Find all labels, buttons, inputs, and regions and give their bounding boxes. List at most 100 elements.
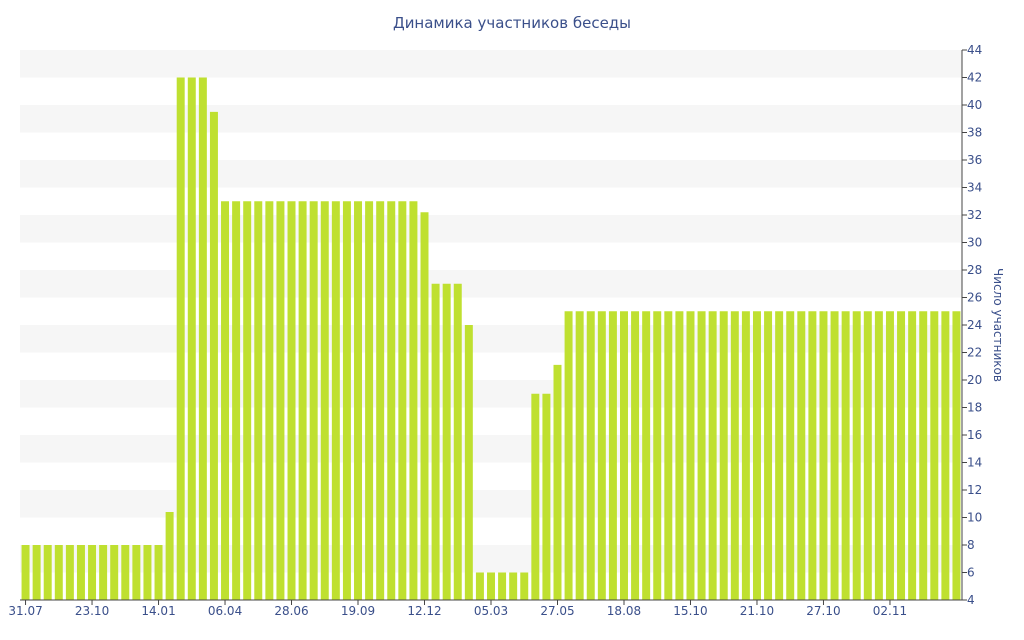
bar[interactable]: [586, 311, 595, 600]
bar[interactable]: [841, 311, 850, 600]
bar[interactable]: [908, 311, 917, 600]
bar[interactable]: [464, 325, 473, 600]
bar[interactable]: [320, 201, 329, 600]
bar[interactable]: [487, 572, 495, 601]
bar[interactable]: [387, 201, 396, 600]
bar[interactable]: [376, 201, 385, 600]
bar[interactable]: [741, 311, 750, 600]
bar[interactable]: [209, 111, 218, 600]
x-tick-label: 15.10: [673, 604, 707, 618]
bar[interactable]: [808, 311, 817, 600]
bar[interactable]: [121, 545, 130, 600]
bar[interactable]: [342, 201, 351, 600]
x-tick-label: 02.11: [873, 604, 907, 618]
bar[interactable]: [686, 311, 695, 600]
grid-band: [20, 270, 962, 298]
bar[interactable]: [719, 311, 728, 600]
bar[interactable]: [786, 311, 795, 600]
bar[interactable]: [897, 311, 906, 600]
bar[interactable]: [409, 201, 418, 600]
bar[interactable]: [187, 77, 196, 601]
bar[interactable]: [198, 77, 207, 601]
bar[interactable]: [874, 311, 883, 600]
bar[interactable]: [176, 77, 185, 601]
bar[interactable]: [564, 311, 573, 600]
y-tick-label: 36: [967, 153, 982, 167]
bar[interactable]: [631, 311, 640, 600]
bar[interactable]: [930, 311, 939, 600]
grid-band: [20, 50, 962, 78]
bar[interactable]: [88, 545, 97, 600]
bar[interactable]: [863, 311, 872, 600]
bar[interactable]: [165, 512, 174, 600]
bar[interactable]: [764, 311, 773, 600]
bar[interactable]: [675, 311, 684, 600]
bar[interactable]: [520, 572, 529, 601]
grid-band: [20, 215, 962, 243]
bar[interactable]: [775, 311, 784, 600]
bar[interactable]: [752, 311, 761, 600]
grid-band: [20, 105, 962, 133]
bar[interactable]: [475, 572, 484, 601]
y-ticks: 4 6 8 10 12 14 16 18 20 22 24 26 28 30 32 34 36 38 40 42 44: [962, 43, 982, 607]
bar[interactable]: [76, 545, 85, 600]
bar[interactable]: [143, 545, 152, 600]
bar[interactable]: [398, 201, 407, 600]
bar[interactable]: [819, 311, 828, 600]
bar[interactable]: [597, 311, 606, 600]
bar[interactable]: [420, 212, 429, 600]
bar[interactable]: [553, 364, 562, 600]
grid-band: [20, 160, 962, 188]
bar[interactable]: [110, 545, 119, 600]
bar[interactable]: [708, 311, 717, 600]
bar[interactable]: [653, 311, 662, 600]
bar[interactable]: [531, 393, 540, 600]
bar[interactable]: [221, 201, 230, 600]
bar[interactable]: [885, 311, 894, 600]
bar[interactable]: [54, 545, 63, 600]
bar[interactable]: [243, 201, 252, 600]
bar[interactable]: [830, 311, 839, 600]
bar[interactable]: [575, 311, 584, 600]
bar[interactable]: [65, 545, 74, 600]
bar[interactable]: [642, 311, 651, 600]
bar[interactable]: [287, 201, 296, 600]
bar[interactable]: [276, 201, 285, 600]
bar[interactable]: [453, 283, 462, 600]
bar[interactable]: [664, 311, 673, 600]
y-tick-label: 18: [967, 401, 982, 415]
bar[interactable]: [154, 545, 163, 600]
y-tick-label: 38: [967, 126, 982, 140]
bar[interactable]: [132, 545, 141, 600]
bar[interactable]: [354, 201, 363, 600]
bar[interactable]: [431, 283, 440, 600]
bar[interactable]: [619, 311, 628, 600]
bar[interactable]: [498, 572, 507, 601]
bar[interactable]: [919, 311, 928, 600]
bar[interactable]: [331, 201, 340, 600]
bar[interactable]: [232, 201, 241, 600]
bar[interactable]: [298, 201, 307, 600]
bar[interactable]: [941, 311, 950, 600]
bar[interactable]: [309, 201, 318, 600]
chart-title: Динамика участников беседы: [393, 14, 631, 32]
bar[interactable]: [542, 393, 551, 600]
bar[interactable]: [952, 311, 961, 600]
bar[interactable]: [99, 545, 108, 600]
bar[interactable]: [730, 311, 739, 600]
bar[interactable]: [697, 311, 706, 600]
y-tick-label: 40: [967, 98, 982, 112]
bar[interactable]: [43, 545, 52, 600]
bar[interactable]: [509, 572, 518, 601]
bar[interactable]: [442, 283, 451, 600]
bar[interactable]: [265, 201, 274, 600]
x-tick-label: 27.10: [806, 604, 840, 618]
bar[interactable]: [797, 311, 806, 600]
bar[interactable]: [32, 545, 41, 600]
bar[interactable]: [254, 201, 263, 600]
y-tick-label: 20: [967, 373, 982, 387]
bar[interactable]: [21, 545, 30, 600]
bar[interactable]: [852, 311, 861, 600]
bar[interactable]: [608, 311, 617, 600]
bar[interactable]: [365, 201, 374, 600]
